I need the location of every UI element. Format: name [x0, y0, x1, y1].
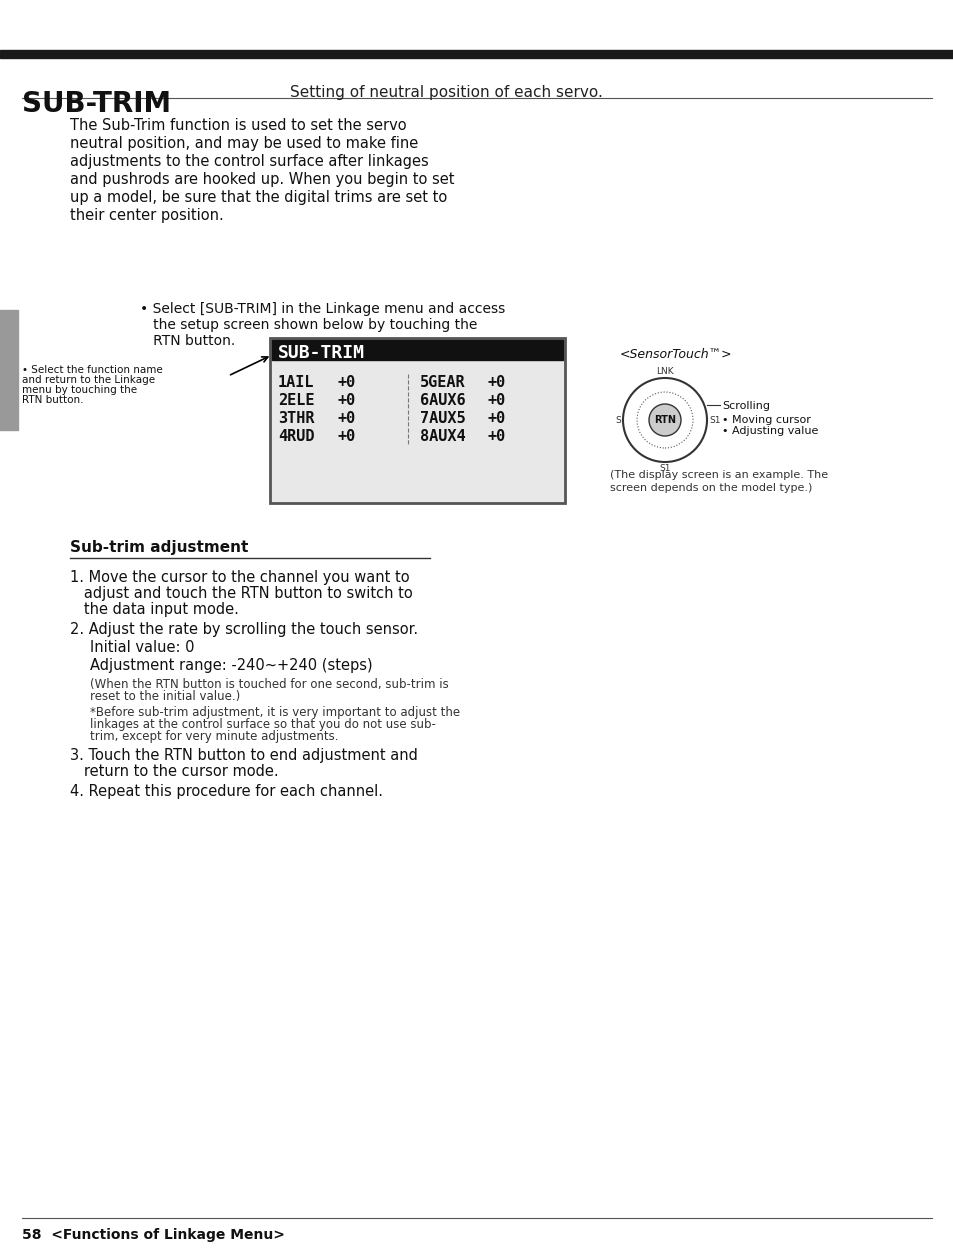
Text: RTN: RTN: [654, 415, 676, 425]
Text: their center position.: their center position.: [70, 208, 224, 223]
Text: • Moving cursor: • Moving cursor: [721, 415, 810, 425]
Text: 4. Repeat this procedure for each channel.: 4. Repeat this procedure for each channe…: [70, 784, 382, 799]
Text: 5GEAR: 5GEAR: [419, 375, 465, 390]
Text: (The display screen is an example. The: (The display screen is an example. The: [609, 470, 827, 480]
Text: screen depends on the model type.): screen depends on the model type.): [609, 483, 812, 493]
Text: the data input mode.: the data input mode.: [70, 602, 238, 617]
Text: 3THR: 3THR: [277, 412, 314, 427]
Text: +0: +0: [488, 429, 506, 444]
Text: 4RUD: 4RUD: [277, 429, 314, 444]
Text: 1. Move the cursor to the channel you want to: 1. Move the cursor to the channel you wa…: [70, 570, 409, 585]
Text: +0: +0: [488, 412, 506, 427]
Text: 7AUX5: 7AUX5: [419, 412, 465, 427]
Text: trim, except for very minute adjustments.: trim, except for very minute adjustments…: [90, 731, 338, 743]
Text: S1: S1: [659, 464, 670, 473]
Text: Initial value: 0: Initial value: 0: [90, 641, 194, 656]
Text: 3. Touch the RTN button to end adjustment and: 3. Touch the RTN button to end adjustmen…: [70, 748, 417, 763]
Bar: [0, 50, 953, 58]
Text: neutral position, and may be used to make fine: neutral position, and may be used to mak…: [70, 136, 417, 151]
Text: +0: +0: [337, 375, 355, 390]
Text: (When the RTN button is touched for one second, sub-trim is: (When the RTN button is touched for one …: [90, 678, 448, 691]
Text: and pushrods are hooked up. When you begin to set: and pushrods are hooked up. When you beg…: [70, 171, 454, 186]
Text: menu by touching the: menu by touching the: [22, 385, 137, 395]
Text: +0: +0: [337, 393, 355, 408]
Bar: [0, 310, 18, 430]
Text: 58  <Functions of Linkage Menu>: 58 <Functions of Linkage Menu>: [22, 1228, 285, 1242]
Text: • Select [SUB-TRIM] in the Linkage menu and access: • Select [SUB-TRIM] in the Linkage menu …: [140, 301, 505, 317]
Text: 1AIL: 1AIL: [277, 375, 314, 390]
Text: and return to the Linkage: and return to the Linkage: [22, 375, 155, 385]
Bar: [272, 340, 562, 360]
Text: Setting of neutral position of each servo.: Setting of neutral position of each serv…: [290, 85, 602, 100]
Text: 2. Adjust the rate by scrolling the touch sensor.: 2. Adjust the rate by scrolling the touc…: [70, 622, 417, 637]
Text: Sub-trim adjustment: Sub-trim adjustment: [70, 540, 248, 555]
Text: Scrolling: Scrolling: [721, 402, 769, 412]
Text: +0: +0: [488, 375, 506, 390]
Text: • Adjusting value: • Adjusting value: [721, 427, 818, 437]
FancyBboxPatch shape: [270, 338, 564, 503]
Text: S: S: [615, 415, 620, 424]
Text: 8AUX4: 8AUX4: [419, 429, 465, 444]
Text: SUB-TRIM: SUB-TRIM: [22, 90, 171, 118]
Text: +0: +0: [488, 393, 506, 408]
Text: RTN button.: RTN button.: [140, 334, 235, 348]
Text: +0: +0: [337, 412, 355, 427]
Text: up a model, be sure that the digital trims are set to: up a model, be sure that the digital tri…: [70, 190, 447, 205]
Text: SUB-TRIM: SUB-TRIM: [277, 344, 365, 362]
Text: adjust and touch the RTN button to switch to: adjust and touch the RTN button to switc…: [70, 585, 413, 600]
Text: RTN button.: RTN button.: [22, 395, 84, 405]
Text: adjustments to the control surface after linkages: adjustments to the control surface after…: [70, 154, 428, 169]
Text: 6AUX6: 6AUX6: [419, 393, 465, 408]
Text: the setup screen shown below by touching the: the setup screen shown below by touching…: [140, 318, 476, 332]
Text: +0: +0: [337, 429, 355, 444]
Text: LNK: LNK: [656, 367, 673, 377]
Text: S1: S1: [708, 415, 720, 424]
Text: The Sub-Trim function is used to set the servo: The Sub-Trim function is used to set the…: [70, 118, 406, 133]
Text: • Select the function name: • Select the function name: [22, 365, 163, 375]
Text: linkages at the control surface so that you do not use sub-: linkages at the control surface so that …: [90, 718, 436, 731]
Text: *Before sub-trim adjustment, it is very important to adjust the: *Before sub-trim adjustment, it is very …: [90, 706, 459, 719]
Text: return to the cursor mode.: return to the cursor mode.: [70, 764, 278, 779]
Text: Adjustment range: -240~+240 (steps): Adjustment range: -240~+240 (steps): [90, 658, 373, 673]
Text: 2ELE: 2ELE: [277, 393, 314, 408]
Text: <SensorTouch™>: <SensorTouch™>: [619, 348, 732, 362]
Text: reset to the initial value.): reset to the initial value.): [90, 691, 240, 703]
Circle shape: [648, 404, 680, 437]
